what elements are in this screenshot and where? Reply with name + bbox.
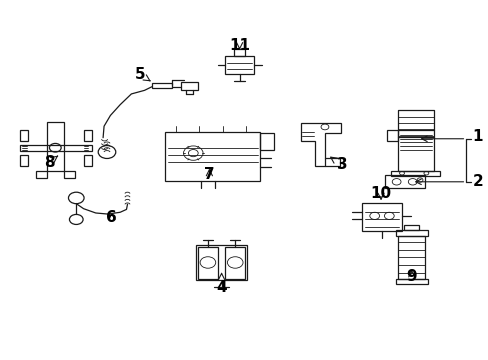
- Text: 8: 8: [44, 154, 58, 170]
- Text: 7: 7: [203, 167, 214, 182]
- Text: 10: 10: [370, 186, 391, 201]
- Text: 5: 5: [134, 67, 150, 82]
- Text: 11: 11: [229, 38, 250, 53]
- Text: 4: 4: [216, 273, 226, 295]
- Text: 3: 3: [330, 157, 346, 172]
- Text: 2: 2: [472, 174, 483, 189]
- Text: 1: 1: [472, 130, 482, 144]
- Text: 6: 6: [106, 210, 117, 225]
- Text: 9: 9: [406, 269, 416, 284]
